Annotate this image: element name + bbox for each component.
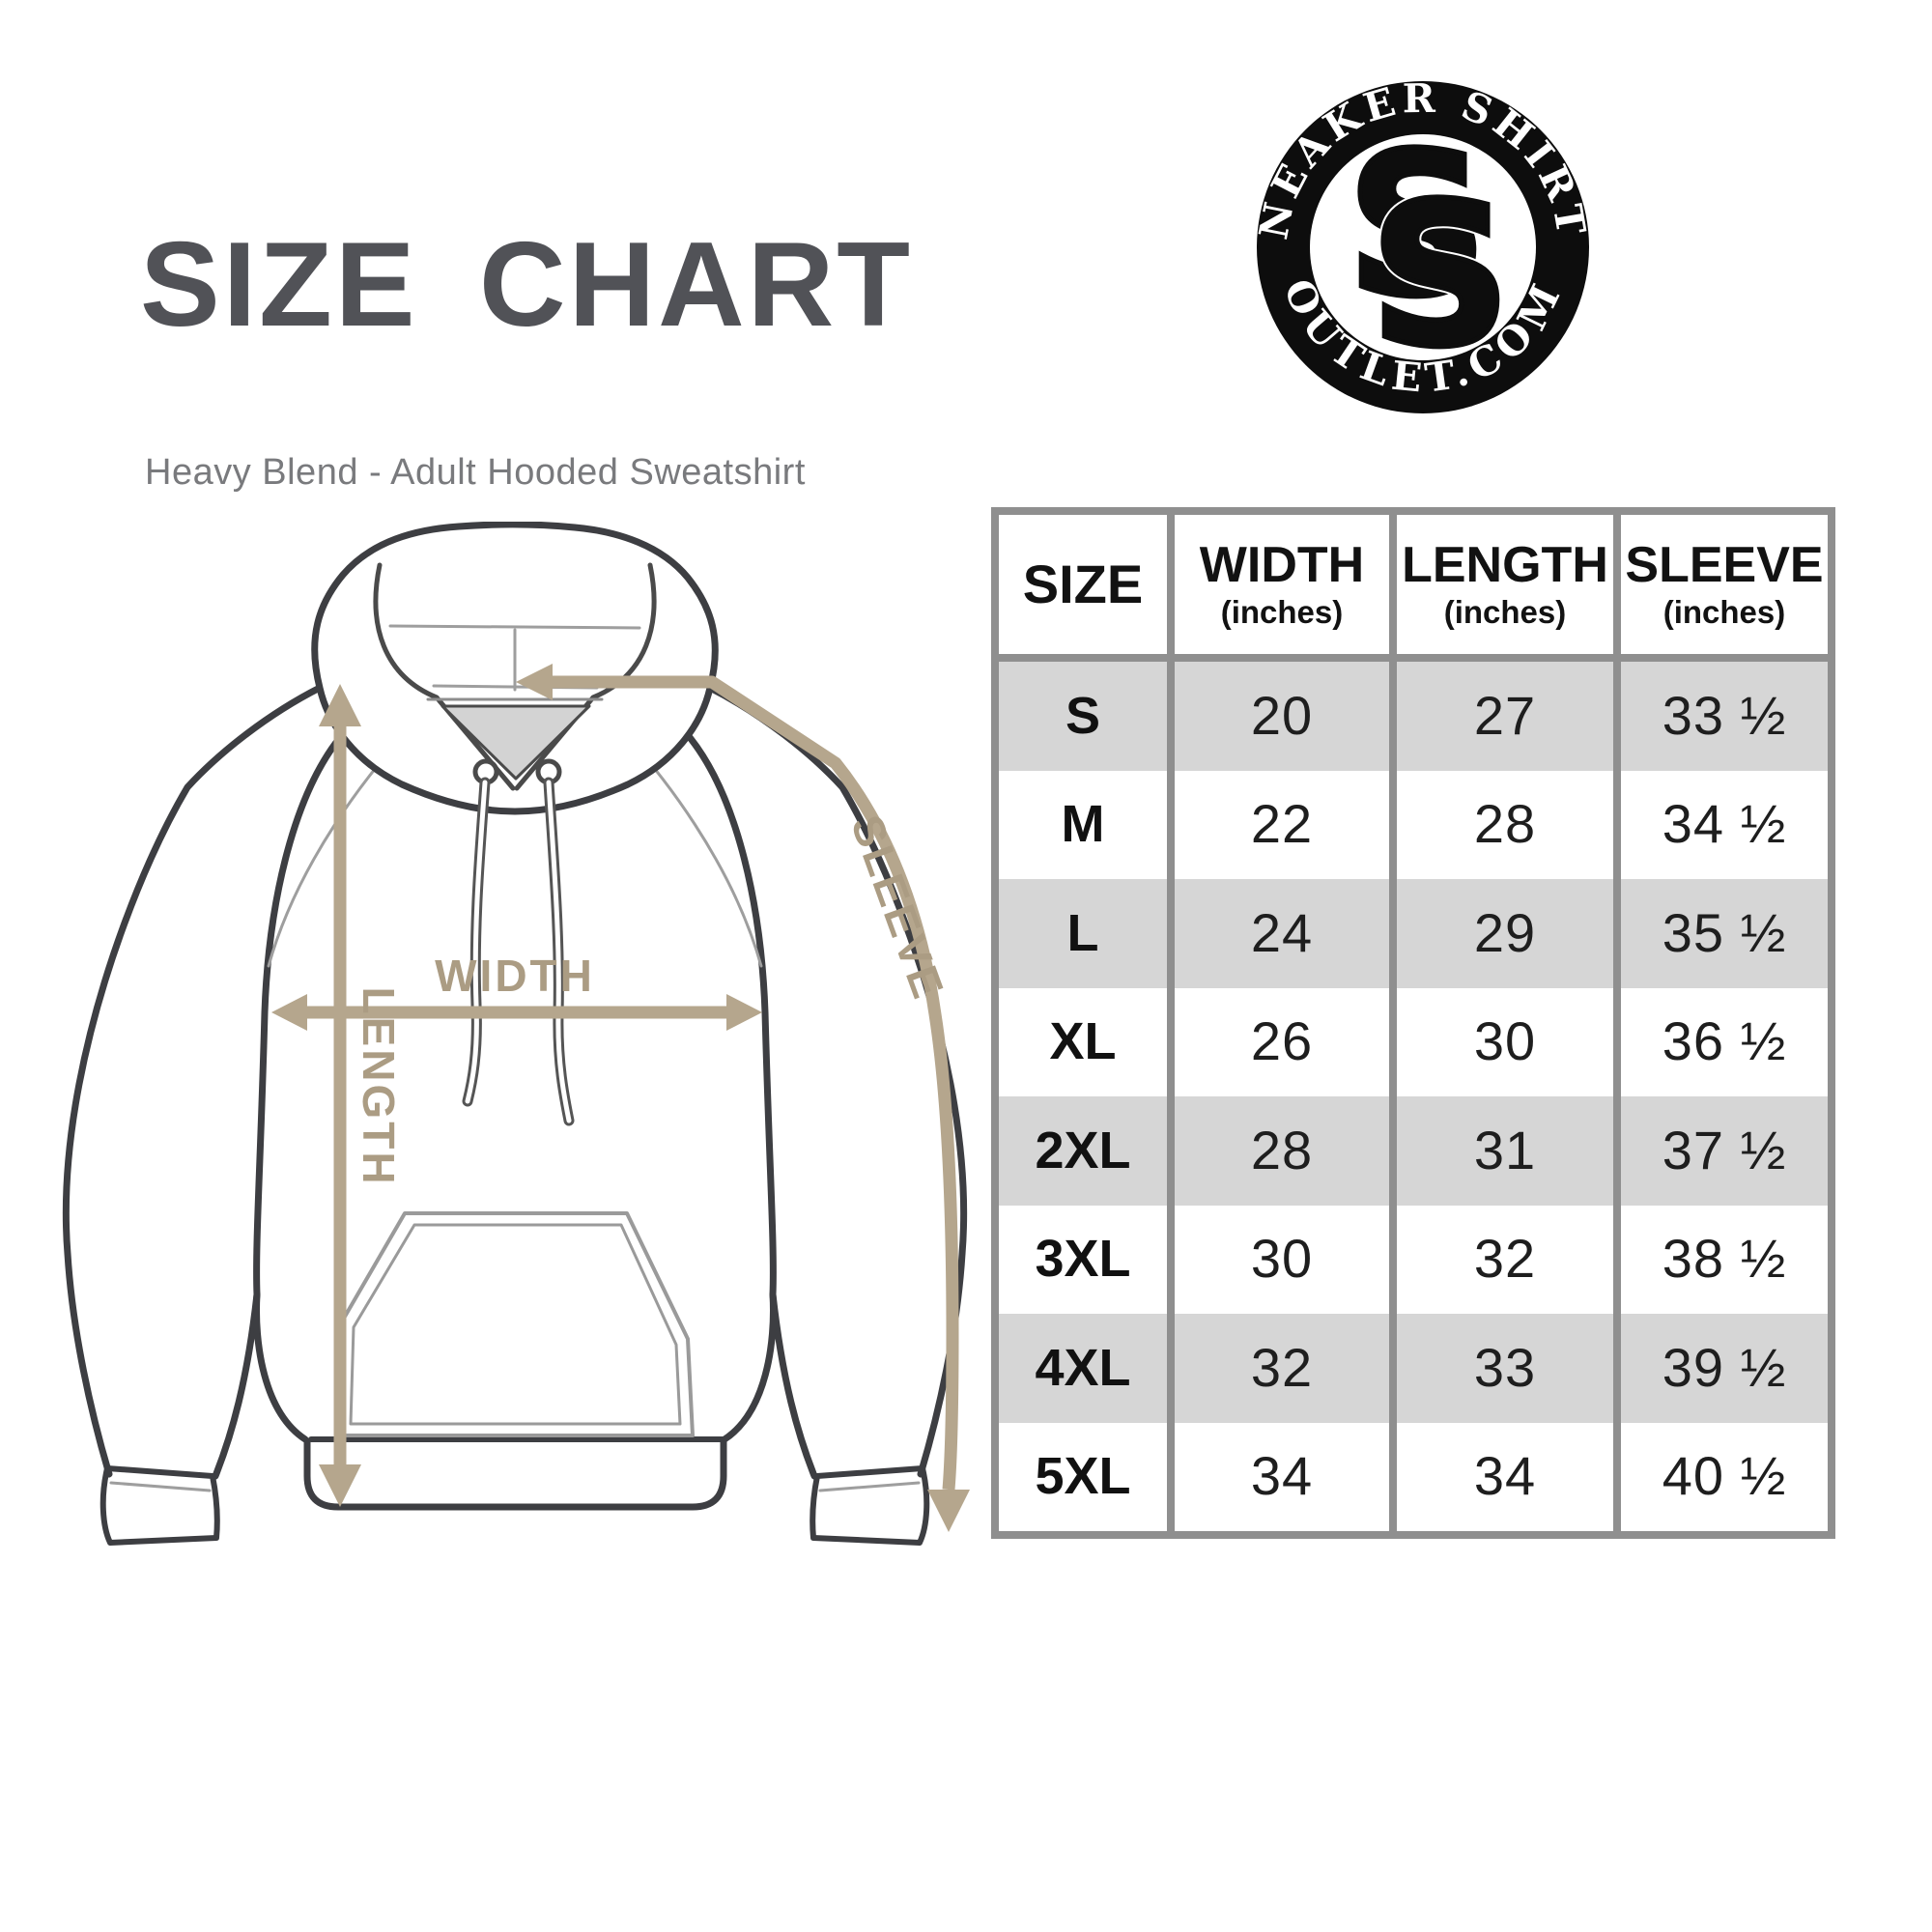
header-label: SLEEVE [1625, 537, 1824, 594]
monogram-s-front: S [1369, 161, 1512, 391]
cell-value: 28 [1250, 1119, 1314, 1180]
collar-triangle [440, 704, 591, 781]
cell-value: 33 [1473, 1336, 1537, 1398]
table-row-size-cell: M [999, 770, 1167, 879]
hoodie-seam-lines [109, 703, 921, 1492]
table-row-length-cell: 27 [1397, 662, 1613, 771]
cell-value: 33 ½ [1662, 684, 1787, 746]
header-unit: (inches) [1443, 593, 1567, 630]
header-label: WIDTH [1199, 537, 1365, 594]
logo-ss-monogram: S S S [1344, 109, 1517, 396]
cell-value: 34 ½ [1662, 793, 1787, 855]
table-row-size-cell: 2XL [999, 1096, 1167, 1206]
table-row-size-cell: L [999, 879, 1167, 988]
hoodie-measurement-diagram: WIDTH LENGTH SLEEVE [62, 522, 970, 1546]
cell-value: 37 ½ [1662, 1119, 1787, 1180]
cell-value: 30 [1250, 1228, 1314, 1290]
cell-value: 36 ½ [1662, 1010, 1787, 1072]
cell-value: 4XL [1035, 1338, 1131, 1397]
header-unit: (inches) [1662, 593, 1786, 630]
cell-value: 20 [1250, 684, 1314, 746]
table-row-length-cell: 31 [1397, 1096, 1613, 1206]
cell-value: 28 [1473, 793, 1537, 855]
cell-value: L [1066, 903, 1099, 962]
length-label: LENGTH [354, 986, 404, 1186]
cell-value: 22 [1250, 793, 1314, 855]
table-row-size-cell: 3XL [999, 1205, 1167, 1314]
width-label: WIDTH [435, 951, 595, 1001]
table-row-size-cell: S [999, 662, 1167, 771]
cell-value: 5XL [1035, 1447, 1131, 1506]
table-row-sleeve-cell: 37 ½ [1621, 1096, 1828, 1206]
table-row-sleeve-cell: 38 ½ [1621, 1205, 1828, 1314]
table-row-width-cell: 26 [1175, 987, 1389, 1096]
table-row-length-cell: 30 [1397, 987, 1613, 1096]
table-row-length-cell: 29 [1397, 879, 1613, 988]
table-header-length: LENGTH (inches) [1397, 515, 1613, 662]
table-row-length-cell: 32 [1397, 1205, 1613, 1314]
table-row-size-cell: XL [999, 987, 1167, 1096]
header-unit: (inches) [1220, 593, 1344, 630]
cell-value: 27 [1473, 684, 1537, 746]
cell-value: 31 [1473, 1119, 1537, 1180]
table-row-size-cell: 5XL [999, 1422, 1167, 1531]
table-row-sleeve-cell: 39 ½ [1621, 1314, 1828, 1423]
cell-value: 34 [1473, 1445, 1537, 1507]
brand-logo: SNEAKER SHIRTS OUTLET.COM S S S [1250, 75, 1590, 413]
cell-value: 29 [1473, 901, 1537, 963]
measurement-labels: WIDTH LENGTH SLEEVE [354, 809, 954, 1187]
header-label: SIZE [1022, 553, 1144, 614]
table-row-width-cell: 32 [1175, 1314, 1389, 1423]
table-row-size-cell: 4XL [999, 1314, 1167, 1423]
table-row-sleeve-cell: 40 ½ [1621, 1422, 1828, 1531]
table-row-sleeve-cell: 36 ½ [1621, 987, 1828, 1096]
table-row-sleeve-cell: 35 ½ [1621, 879, 1828, 988]
cell-value: 30 [1473, 1010, 1537, 1072]
size-chart-table: SIZE WIDTH (inches) LENGTH (inches) SLEE… [991, 507, 1835, 1539]
page-subtitle: Heavy Blend - Adult Hooded Sweatshirt [145, 452, 806, 493]
cell-value: 35 ½ [1662, 901, 1787, 963]
cell-value: 26 [1250, 1010, 1314, 1072]
table-row-width-cell: 20 [1175, 662, 1389, 771]
table-row-sleeve-cell: 34 ½ [1621, 770, 1828, 879]
header-label: LENGTH [1402, 537, 1608, 594]
cell-value: 32 [1250, 1336, 1314, 1398]
monogram-s-back: S [1346, 111, 1489, 341]
sleeve-arrow [541, 675, 959, 1491]
cell-value: 40 ½ [1662, 1445, 1787, 1507]
measurement-arrows [271, 664, 970, 1532]
table-row-length-cell: 33 [1397, 1314, 1613, 1423]
table-row-width-cell: 30 [1175, 1205, 1389, 1314]
cell-value: 2XL [1035, 1121, 1131, 1179]
drawstrings [462, 777, 575, 1126]
hoodie-outline [62, 684, 968, 1546]
hood [311, 522, 719, 815]
table-row-sleeve-cell: 33 ½ [1621, 662, 1828, 771]
page-title: SIZE CHART [140, 218, 913, 352]
table-row-width-cell: 24 [1175, 879, 1389, 988]
cell-value: 24 [1250, 901, 1314, 963]
table-header-sleeve: SLEEVE (inches) [1621, 515, 1828, 662]
table-row-width-cell: 34 [1175, 1422, 1389, 1531]
table-header-width: WIDTH (inches) [1175, 515, 1389, 662]
cell-value: S [1065, 686, 1101, 745]
cell-value: 38 ½ [1662, 1228, 1787, 1290]
kangaroo-pocket [337, 1211, 695, 1437]
sleeve-label: SLEEVE [841, 809, 954, 1007]
table-header-size: SIZE [999, 515, 1167, 662]
logo-inner-disc [1310, 134, 1536, 360]
cell-value: 32 [1473, 1228, 1537, 1290]
cell-value: M [1061, 795, 1105, 854]
cell-value: 34 [1250, 1445, 1314, 1507]
monogram-s-front-halo: S [1369, 161, 1512, 391]
cell-value: 39 ½ [1662, 1336, 1787, 1398]
table-row-length-cell: 28 [1397, 770, 1613, 879]
table-row-length-cell: 34 [1397, 1422, 1613, 1531]
table-row-width-cell: 28 [1175, 1096, 1389, 1206]
cell-value: 3XL [1035, 1230, 1131, 1289]
table-row-width-cell: 22 [1175, 770, 1389, 879]
cell-value: XL [1049, 1012, 1117, 1071]
